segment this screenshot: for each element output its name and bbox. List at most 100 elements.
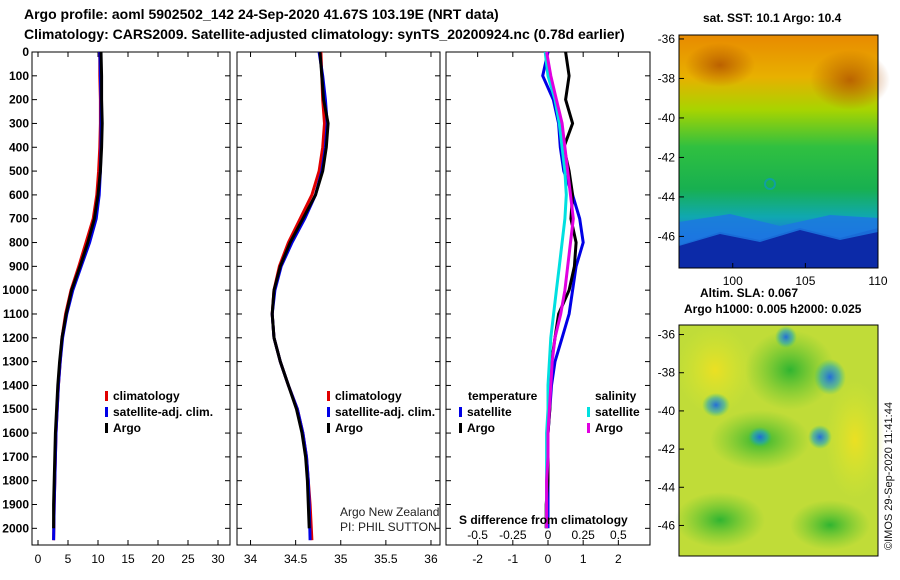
salinity-panel-frame — [236, 51, 441, 546]
depth-tick-label: 1700 — [2, 450, 29, 464]
x-tick-label: 35.5 — [374, 552, 398, 566]
legend-label-sal-satellite: satellite — [595, 405, 640, 419]
depth-tick-label: 1100 — [3, 307, 29, 321]
depth-tick-label: 1800 — [2, 474, 29, 488]
sst-map-y-axis: -36 -38 -40 -42 -44 -46 — [658, 32, 684, 243]
sst-map-x-axis: 100 105 110 — [723, 263, 888, 288]
map-y-tick-label: -42 — [658, 442, 676, 456]
depth-tick-label: 900 — [9, 259, 29, 273]
x-tick-label-top: -0.5 — [467, 528, 488, 542]
depth-axis: 0 100 200 300 400 500 600 700 800 900 1000 1100 1200… — [2, 45, 650, 535]
argo-float-marker — [764, 178, 776, 190]
salinity-x-axis: 34 34.5 35 35.5 36 — [244, 52, 438, 566]
sst-warm-patch — [810, 50, 890, 110]
series-line-climatology — [270, 51, 326, 541]
legend-title-temperature: temperature — [468, 389, 538, 403]
sla-yellow-patch — [677, 325, 753, 415]
x-tick-label-top: 0 — [545, 528, 552, 542]
sla-low-patch — [702, 393, 730, 417]
temperature-legend: climatology satellite-adj. clim. Argo — [105, 389, 213, 435]
depth-tick-label: 500 — [9, 164, 29, 178]
map-x-tick-label: 110 — [868, 274, 887, 288]
x-tick-label: 1 — [580, 552, 587, 566]
x-tick-label: -2 — [472, 552, 483, 566]
depth-tick-label: 300 — [9, 116, 29, 130]
map-y-tick-label: -44 — [658, 190, 676, 204]
sst-warm-patch — [685, 43, 755, 87]
depth-tick-label: 200 — [9, 93, 29, 107]
series-line-argo — [270, 51, 330, 529]
sst-cold-water — [679, 228, 878, 268]
sla-map-title-1: Altim. SLA: 0.067 — [700, 286, 798, 300]
timestamp: ©IMOS 29-Sep-2020 11:41:44 — [883, 402, 895, 550]
depth-tick-label: 2000 — [2, 521, 29, 535]
depth-tick-label: 800 — [9, 236, 29, 250]
series-line-satellite-adj-clim- — [270, 51, 329, 541]
depth-tick-label: 100 — [9, 69, 29, 83]
header-line-1: Argo profile: aoml 5902502_142 24-Sep-20… — [24, 6, 499, 22]
sla-map — [675, 325, 885, 556]
credit-line-2: PI: PHIL SUTTON — [340, 520, 437, 534]
map-y-tick-label: -40 — [658, 404, 676, 418]
sla-green-patch — [745, 330, 835, 410]
map-x-tick-label: 100 — [723, 274, 743, 288]
map-y-tick-label: -38 — [658, 366, 676, 380]
legend-swatch-climatology — [105, 391, 108, 401]
x-tick-label-top: 0.5 — [610, 528, 627, 542]
difference-legend: temperature salinity satellite Argo sate… — [459, 389, 640, 435]
temperature-panel-frame — [31, 51, 231, 546]
map-y-tick-label: -46 — [658, 229, 676, 243]
legend-swatch-temp-argo — [459, 423, 462, 433]
legend-title-salinity: salinity — [595, 389, 637, 403]
x-tick-label: 36 — [424, 552, 438, 566]
legend-label-satellite: satellite-adj. clim. — [335, 405, 435, 419]
x-tick-label-top: -0.25 — [499, 528, 527, 542]
x-tick-label-top: 0.25 — [571, 528, 595, 542]
x-tick-label: 5 — [65, 552, 72, 566]
sla-low-patch — [808, 425, 832, 449]
legend-swatch-temp-satellite — [459, 407, 462, 417]
depth-tick-label: 700 — [9, 212, 29, 226]
salinity-legend: climatology satellite-adj. clim. Argo — [327, 389, 435, 435]
difference-axis-label: S difference from climatology — [459, 513, 628, 527]
legend-swatch-argo — [327, 423, 330, 433]
sla-map-y-axis: -36 -38 -40 -42 -44 -46 — [658, 328, 684, 532]
legend-label-temp-argo: Argo — [467, 421, 495, 435]
x-tick-label: 34.5 — [284, 552, 308, 566]
depth-tick-label: 1300 — [2, 355, 29, 369]
legend-swatch-sal-argo — [587, 423, 590, 433]
sla-green-patch — [790, 500, 870, 550]
legend-swatch-satellite — [327, 407, 330, 417]
sla-yellow-patch — [825, 380, 885, 500]
sst-map-frame — [678, 34, 879, 269]
legend-label-argo: Argo — [335, 421, 363, 435]
temperature-profiles — [52, 51, 104, 541]
depth-tick-label: 1600 — [2, 426, 29, 440]
credit-line-1: Argo New Zealand — [340, 505, 439, 519]
x-tick-label: 2 — [615, 552, 622, 566]
map-x-tick-label: 105 — [795, 274, 815, 288]
depth-tick-label: 1000 — [2, 283, 29, 297]
series-line-salinity-argo — [545, 51, 575, 529]
depth-tick-label: 0 — [22, 45, 29, 59]
difference-profiles — [541, 51, 585, 529]
x-tick-label: 34 — [244, 552, 258, 566]
depth-tick-label: 400 — [9, 140, 29, 154]
sla-map-frame — [678, 324, 879, 557]
x-tick-label: 15 — [121, 552, 135, 566]
legend-label-argo: Argo — [113, 421, 141, 435]
map-y-tick-label: -44 — [658, 480, 676, 494]
x-tick-label: 10 — [91, 552, 105, 566]
sla-low-patch — [748, 427, 772, 447]
x-tick-label: 25 — [181, 552, 195, 566]
legend-label-sal-argo: Argo — [595, 421, 623, 435]
sla-map-title-2: Argo h1000: 0.005 h2000: 0.025 — [684, 302, 862, 316]
series-line-argo — [52, 51, 104, 529]
map-y-tick-label: -42 — [658, 150, 676, 164]
depth-tick-label: 1200 — [2, 331, 29, 345]
x-tick-label: 35 — [334, 552, 348, 566]
series-line-climatology — [52, 52, 102, 541]
sla-low-patch — [775, 326, 797, 348]
x-tick-label: 0 — [35, 552, 42, 566]
